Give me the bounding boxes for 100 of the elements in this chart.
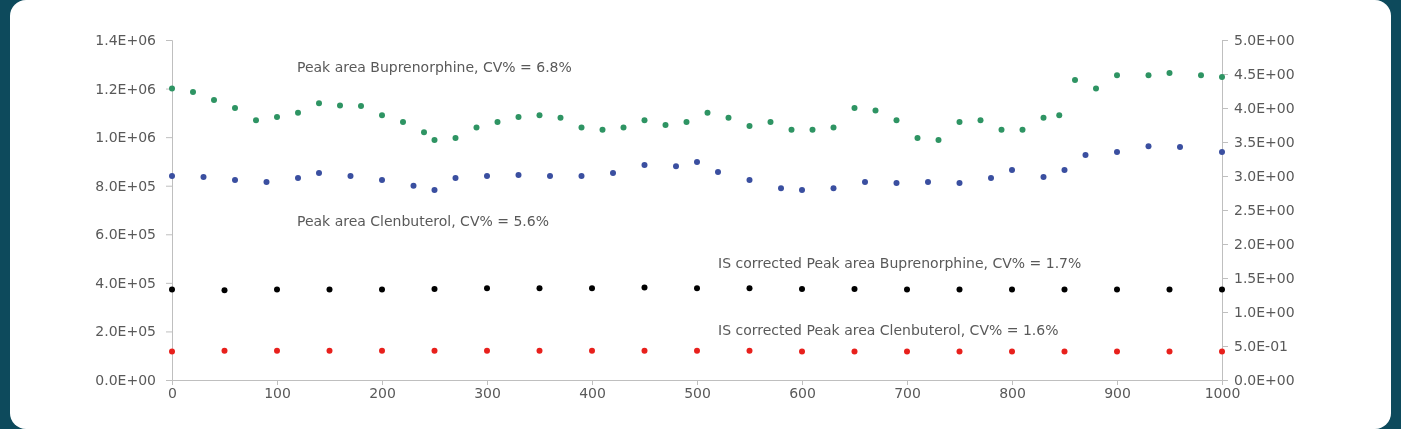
- point: [484, 285, 490, 292]
- point: [851, 105, 858, 111]
- point: [1093, 85, 1099, 92]
- x-tick-label: 300: [474, 384, 501, 401]
- point: [536, 112, 543, 119]
- point: [274, 347, 280, 354]
- point: [1114, 286, 1120, 293]
- point: [746, 285, 753, 292]
- x-tick-label: 0: [168, 384, 177, 401]
- point: [274, 286, 280, 293]
- point: [1166, 70, 1173, 77]
- point: [851, 348, 858, 355]
- point: [1009, 348, 1015, 355]
- point: [599, 126, 606, 133]
- x-tick-label: 200: [369, 384, 396, 401]
- point: [767, 119, 774, 126]
- point: [830, 185, 837, 192]
- text: Peak area Clenbuterol, CV% = 5.6%: [296, 212, 549, 229]
- point: [379, 286, 385, 293]
- x-tick-label: 400: [579, 384, 606, 401]
- point: [536, 347, 543, 354]
- point: [1114, 348, 1120, 355]
- y2-tick-label: 2.0E+00: [1234, 235, 1295, 252]
- point: [1219, 148, 1225, 155]
- point: [379, 176, 385, 183]
- point: [484, 347, 490, 354]
- point: [200, 173, 207, 180]
- point: [557, 114, 564, 121]
- y2-tick-label: 5.0E-01: [1234, 337, 1288, 354]
- point: [1198, 72, 1204, 79]
- point: [274, 113, 280, 120]
- point: [1019, 126, 1026, 133]
- y2-tick-label: 2.5E+00: [1234, 201, 1295, 218]
- point: [1145, 72, 1152, 79]
- y2-tick-label: 4.5E+00: [1234, 65, 1295, 82]
- point: [956, 119, 963, 126]
- point: [725, 114, 732, 121]
- point: [851, 285, 858, 292]
- point: [578, 173, 585, 179]
- point: [893, 117, 900, 124]
- series-label: IS corrected Peak area Clenbuterol, CV% = 1.6%: [718, 321, 1059, 338]
- point: [337, 102, 343, 109]
- point: [746, 122, 753, 129]
- point: [1072, 77, 1078, 84]
- point: [1009, 286, 1015, 293]
- point: [830, 124, 837, 131]
- y-tick-label: 6.0E+05: [95, 226, 156, 243]
- point: [515, 113, 522, 120]
- text: Peak area Buprenorphine, CV% = 6.8%: [296, 58, 572, 75]
- point: [641, 347, 648, 354]
- point: [232, 105, 238, 111]
- point: [421, 129, 427, 136]
- y-tick-label: 2.0E+05: [95, 323, 156, 340]
- point: [1219, 73, 1225, 80]
- point: [904, 286, 910, 293]
- point: [316, 100, 322, 107]
- point: [998, 126, 1005, 133]
- point: [326, 347, 333, 354]
- point: [515, 172, 522, 179]
- point: [1145, 143, 1152, 150]
- series-label: IS corrected Peak area Buprenorphine, CV% = 1.7%: [718, 255, 1082, 272]
- y-tick-label: 8.0E+05: [95, 177, 156, 194]
- point: [295, 174, 301, 181]
- point: [1061, 166, 1068, 173]
- point: [872, 107, 879, 114]
- point: [977, 117, 984, 124]
- point: [641, 284, 648, 291]
- point: [1166, 286, 1173, 293]
- point: [347, 173, 354, 179]
- point: [673, 163, 679, 170]
- point: [358, 103, 364, 110]
- point: [1040, 114, 1047, 121]
- point: [694, 158, 700, 165]
- point: [452, 135, 459, 142]
- point: [494, 119, 501, 126]
- point: [263, 179, 270, 186]
- point: [1009, 166, 1015, 173]
- point: [893, 180, 900, 187]
- point: [253, 117, 259, 124]
- point: [904, 348, 910, 355]
- point: [379, 347, 385, 354]
- point: [620, 124, 627, 131]
- y2-tick-label: 3.5E+00: [1234, 133, 1295, 150]
- point: [232, 176, 238, 183]
- point: [862, 179, 868, 186]
- point: [1061, 286, 1068, 293]
- point: [431, 137, 438, 144]
- point: [1166, 348, 1173, 355]
- point: [610, 170, 616, 177]
- point: [1219, 348, 1225, 355]
- point: [326, 286, 333, 293]
- point: [169, 85, 175, 92]
- point: [956, 286, 963, 293]
- y-tick-label: 0.0E+00: [95, 371, 156, 388]
- x-tick-label: 800: [999, 384, 1026, 401]
- y-tick-label: 1.4E+06: [95, 31, 157, 48]
- point: [1056, 112, 1063, 119]
- point: [778, 185, 784, 192]
- point: [589, 285, 595, 292]
- point: [169, 286, 175, 293]
